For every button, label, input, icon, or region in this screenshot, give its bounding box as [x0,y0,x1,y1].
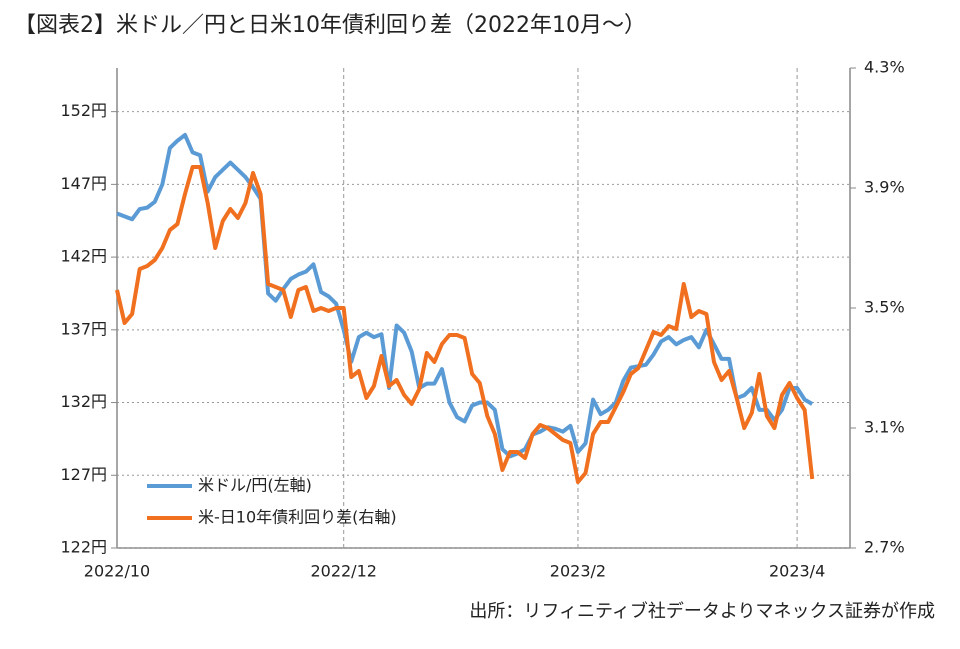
y-tick-label: 147円 [60,174,107,193]
y2-tick-label: 2.7% [864,538,905,557]
y-tick-label: 122円 [60,538,107,557]
legend-label: 米ドル/円(左軸) [198,476,312,495]
series-line [115,165,815,484]
y2-tick-label: 3.9% [864,178,905,197]
y2-tick-label: 3.1% [864,418,905,437]
source-note: 出所：リフィニティブ社データよりマネックス証券が作成 [469,600,935,622]
x-tick-label: 2022/12 [310,562,376,581]
y-tick-label: 137円 [60,319,107,338]
y-tick-label: 127円 [60,465,107,484]
y2-tick-label: 3.5% [864,298,905,317]
series-line [116,132,814,459]
y-tick-label: 152円 [60,101,107,120]
x-tick-label: 2023/4 [769,562,825,581]
legend-label: 米‐日10年債利回り差(右軸) [198,508,397,527]
chart-title: 【図表2】米ドル／円と日米10年債利回り差（2022年10月～） [14,13,646,38]
x-tick-label: 2023/2 [550,562,606,581]
y-tick-label: 132円 [60,392,107,411]
x-tick-label: 2022/10 [84,562,150,581]
y-tick-label: 142円 [60,247,107,266]
y2-tick-label: 4.3% [864,58,905,77]
